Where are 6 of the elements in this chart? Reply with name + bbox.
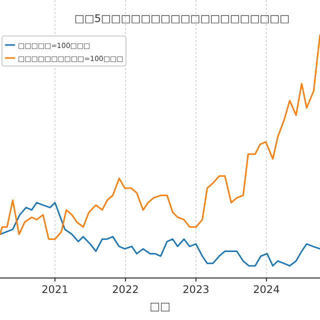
x-tick-label: 2022 — [112, 284, 139, 296]
x-axis-title: □□ — [150, 300, 170, 313]
x-tick-label: 2023 — [182, 284, 210, 296]
x-tick-label: 2024 — [253, 284, 280, 296]
chart-title: □□5□□□□□□□□□□□□□□□□□□□ — [74, 13, 290, 25]
x-tick-label: 2021 — [42, 284, 68, 296]
